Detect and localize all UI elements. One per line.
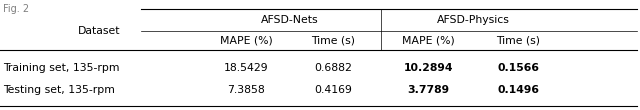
Text: Testing set, 135-rpm: Testing set, 135-rpm <box>3 85 115 95</box>
Text: 18.5429: 18.5429 <box>224 63 269 73</box>
Text: 10.2894: 10.2894 <box>404 63 454 73</box>
Text: 7.3858: 7.3858 <box>228 85 265 95</box>
Text: MAPE (%): MAPE (%) <box>220 35 273 45</box>
Text: Time (s): Time (s) <box>311 35 355 45</box>
Text: MAPE (%): MAPE (%) <box>403 35 455 45</box>
Text: 0.1496: 0.1496 <box>497 85 540 95</box>
Text: Training set, 135-rpm: Training set, 135-rpm <box>3 63 120 73</box>
Text: Fig. 2: Fig. 2 <box>3 4 29 14</box>
Text: 3.7789: 3.7789 <box>408 85 450 95</box>
Text: 0.4169: 0.4169 <box>314 85 352 95</box>
Text: 0.1566: 0.1566 <box>497 63 540 73</box>
Text: AFSD-Nets: AFSD-Nets <box>260 15 318 25</box>
Text: AFSD-Physics: AFSD-Physics <box>437 15 510 25</box>
Text: Time (s): Time (s) <box>497 35 540 45</box>
Text: 0.6882: 0.6882 <box>314 63 352 73</box>
Text: Dataset: Dataset <box>78 26 120 36</box>
